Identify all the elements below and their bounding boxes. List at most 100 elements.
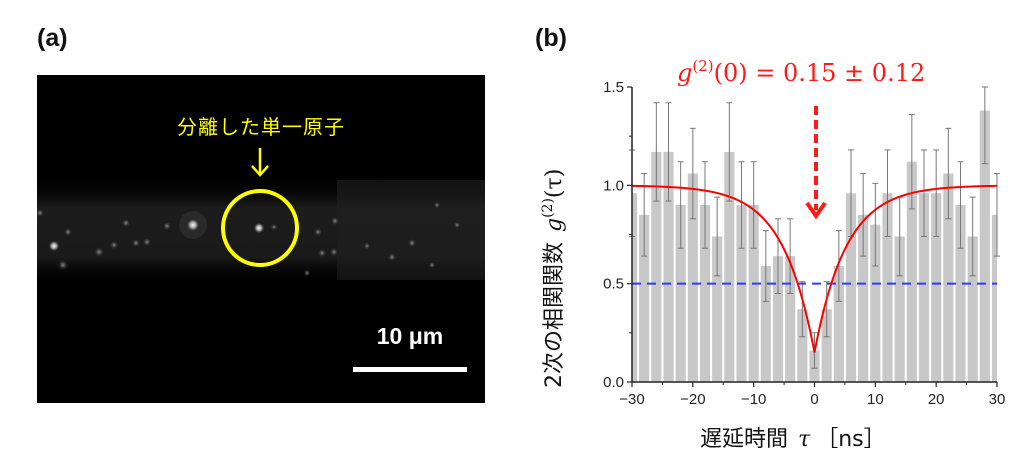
bar bbox=[870, 224, 881, 382]
bar bbox=[906, 161, 917, 382]
atom-dot bbox=[407, 238, 417, 248]
atom-dot bbox=[433, 201, 441, 209]
atom-dots bbox=[37, 201, 461, 277]
g2-zero-annotation: g(2)(0) = 0.15 ± 0.12 bbox=[677, 57, 925, 87]
error-bar bbox=[787, 218, 794, 294]
y-tick-label: 1.0 bbox=[603, 177, 624, 194]
error-bar bbox=[835, 230, 842, 302]
y-tick-label: 1.5 bbox=[603, 79, 624, 96]
bar bbox=[785, 256, 796, 382]
bar bbox=[967, 236, 978, 382]
error-bar bbox=[872, 182, 879, 267]
error-bar bbox=[799, 281, 806, 338]
error-bar bbox=[860, 173, 867, 257]
down-arrow-icon bbox=[251, 148, 269, 177]
error-bar bbox=[750, 161, 757, 249]
error-bar bbox=[677, 161, 684, 249]
error-bar bbox=[762, 230, 769, 302]
bar bbox=[632, 193, 638, 382]
atom-dot bbox=[93, 246, 105, 258]
atom-dot bbox=[387, 252, 397, 262]
error-bar bbox=[994, 173, 1000, 257]
bar bbox=[918, 193, 930, 382]
error-bar bbox=[714, 196, 721, 277]
error-bar bbox=[884, 149, 891, 237]
bar bbox=[712, 236, 723, 382]
x-tick-label: 0 bbox=[810, 391, 818, 408]
error-bar bbox=[641, 173, 648, 257]
micrograph-canvas bbox=[37, 148, 485, 372]
atom-dot bbox=[48, 240, 60, 252]
error-bar bbox=[775, 218, 781, 294]
atom-dot bbox=[453, 221, 461, 229]
bar bbox=[639, 214, 650, 382]
x-tick-label: 10 bbox=[867, 391, 884, 408]
bar bbox=[675, 205, 686, 382]
error-bar bbox=[945, 127, 952, 220]
bar bbox=[724, 151, 735, 382]
bar bbox=[845, 193, 857, 382]
bar bbox=[663, 151, 674, 382]
bar bbox=[821, 309, 832, 382]
error-bar bbox=[933, 149, 940, 237]
x-axis-label: 遅延時間 τ ［ns］ bbox=[700, 427, 886, 452]
atom-dot bbox=[329, 247, 339, 257]
atom-dot bbox=[109, 240, 119, 250]
bar bbox=[858, 214, 869, 382]
annot-arg: (0) = 0.15 ± 0.12 bbox=[714, 59, 926, 87]
atom-dot bbox=[303, 269, 311, 277]
bar bbox=[991, 214, 997, 382]
micrograph-image: 分離した単一原子 10 μm bbox=[37, 75, 485, 403]
atom-dot bbox=[428, 261, 436, 269]
error-bar bbox=[969, 196, 976, 277]
atom-dot bbox=[330, 216, 340, 226]
atom-dot bbox=[317, 248, 327, 258]
scale-bar bbox=[353, 367, 467, 372]
speckle-region bbox=[337, 180, 485, 280]
g2-correlation-chart: −30 −20 −10 0 10 20 300.00.51.01.5 g(2)(0) = 0… bbox=[540, 57, 1005, 452]
error-bar bbox=[653, 102, 660, 202]
ylabel-arg: (τ) bbox=[542, 169, 567, 198]
error-bar bbox=[981, 86, 988, 165]
scale-bar-label: 10 μm bbox=[376, 323, 444, 349]
atom-dot bbox=[121, 218, 131, 228]
ylabel-jp: 2次の相関関数 bbox=[542, 242, 567, 388]
highlight-circle bbox=[221, 189, 299, 267]
bar bbox=[760, 265, 771, 382]
panel-label-b: (b) bbox=[535, 24, 567, 52]
atom-dot bbox=[37, 208, 45, 218]
atom-dot bbox=[162, 221, 172, 231]
y-tick-label: 0.5 bbox=[603, 276, 624, 293]
bar bbox=[979, 110, 990, 382]
bar bbox=[772, 256, 784, 382]
error-bar bbox=[665, 102, 672, 202]
ylabel-g: g bbox=[542, 218, 567, 232]
atom-dot bbox=[63, 227, 73, 237]
atom-dot-bright bbox=[186, 218, 200, 232]
bar bbox=[699, 205, 711, 382]
fit-curve bbox=[631, 184, 998, 353]
bar bbox=[882, 193, 893, 382]
bars-group bbox=[632, 110, 997, 382]
error-bar bbox=[957, 161, 964, 249]
panel-label-a: (a) bbox=[37, 24, 68, 52]
atom-dot bbox=[131, 238, 141, 248]
x-tick-label: −10 bbox=[741, 391, 766, 408]
xlabel-unit: ［ns］ bbox=[816, 427, 885, 452]
bar bbox=[955, 205, 966, 382]
error-bar bbox=[726, 102, 733, 202]
error-bars-group bbox=[629, 86, 1000, 369]
error-bar bbox=[823, 281, 830, 338]
bar bbox=[833, 265, 844, 382]
y-axis-label: 2次の相関関数 g(2)(τ) bbox=[540, 169, 567, 388]
ticks-group: −30 −20 −10 0 10 20 30 0.0 0.5 1.0 1.5 bbox=[603, 79, 1005, 408]
atom-dot bbox=[363, 242, 371, 250]
bar bbox=[931, 193, 942, 382]
atom-dot bbox=[270, 223, 278, 231]
bar bbox=[894, 236, 905, 382]
x-tick-label: 20 bbox=[928, 391, 945, 408]
x-tick-label: 30 bbox=[989, 391, 1006, 408]
xlabel-sym: τ bbox=[798, 427, 811, 452]
atom-dot bbox=[313, 227, 323, 237]
error-bar bbox=[702, 161, 708, 249]
